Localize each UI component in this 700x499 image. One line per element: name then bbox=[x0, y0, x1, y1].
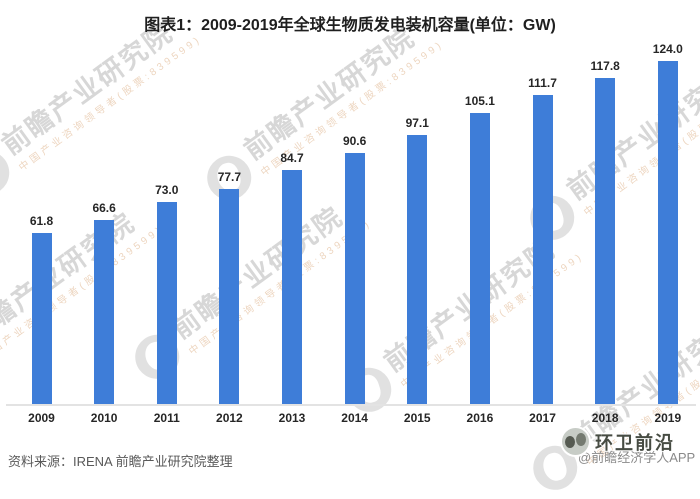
value-label-2012: 77.7 bbox=[217, 170, 242, 184]
x-axis-line bbox=[6, 404, 696, 406]
brand-name: 环卫前沿 bbox=[595, 432, 675, 453]
bar-2017 bbox=[532, 95, 553, 404]
bar-2012 bbox=[219, 189, 240, 404]
value-label-2016: 105.1 bbox=[464, 94, 495, 108]
bar-2014 bbox=[344, 153, 365, 404]
bar-2015 bbox=[407, 135, 428, 404]
x-tick-2014: 2014 bbox=[341, 411, 368, 425]
bar-2009 bbox=[31, 233, 52, 404]
bar-2019 bbox=[657, 61, 678, 404]
value-label-2009: 61.8 bbox=[29, 214, 54, 228]
x-tick-2016: 2016 bbox=[466, 411, 494, 425]
chart-title: 图表1：2009-2019年全球生物质发电装机容量(单位：GW) bbox=[144, 17, 556, 34]
x-tick-2009: 2009 bbox=[28, 411, 55, 425]
value-label-2015: 97.1 bbox=[405, 116, 429, 130]
x-tick-2011: 2011 bbox=[153, 411, 180, 425]
bar-2011 bbox=[156, 202, 177, 404]
value-label-2010: 66.6 bbox=[92, 201, 116, 215]
value-label-2011: 73.0 bbox=[155, 183, 179, 197]
credit-text: @前瞻经济学人APP bbox=[578, 450, 696, 465]
x-tick-2017: 2017 bbox=[529, 411, 556, 425]
bar-2016 bbox=[469, 113, 490, 404]
x-tick-2018: 2018 bbox=[591, 411, 619, 425]
x-tick-2013: 2013 bbox=[278, 411, 306, 425]
bar-2013 bbox=[282, 170, 303, 404]
value-label-2018: 117.8 bbox=[590, 59, 620, 73]
value-label-2014: 90.6 bbox=[342, 134, 367, 148]
value-label-2013: 84.7 bbox=[280, 151, 304, 165]
x-axis-labels: 2009 2010 2011 2012 2013 2014 2015 2016 2017 2018… bbox=[0, 411, 700, 427]
brand-overlay: 环卫前沿 bbox=[562, 428, 675, 455]
value-label-2017: 111.7 bbox=[528, 76, 557, 90]
x-tick-2012: 2012 bbox=[216, 411, 243, 425]
bar-2018 bbox=[595, 78, 616, 404]
x-tick-2015: 2015 bbox=[403, 411, 431, 425]
x-tick-2019: 2019 bbox=[654, 411, 682, 425]
plot-area: 61.8 66.6 73.0 77.7 84.7 90.6 97.1 105.1 111.7 11… bbox=[29, 42, 683, 404]
huanwei-qianyan-logo-icon bbox=[562, 428, 589, 455]
value-label-2019: 124.0 bbox=[652, 42, 683, 56]
chart-page: { "title": "图表1：2009-2019年全球生物质发电装机容量(单位… bbox=[0, 0, 700, 477]
source-line: 资料来源：IRENA 前瞻产业研究院整理 bbox=[8, 454, 233, 469]
bar-2010 bbox=[94, 220, 115, 404]
x-tick-2010: 2010 bbox=[90, 411, 118, 425]
